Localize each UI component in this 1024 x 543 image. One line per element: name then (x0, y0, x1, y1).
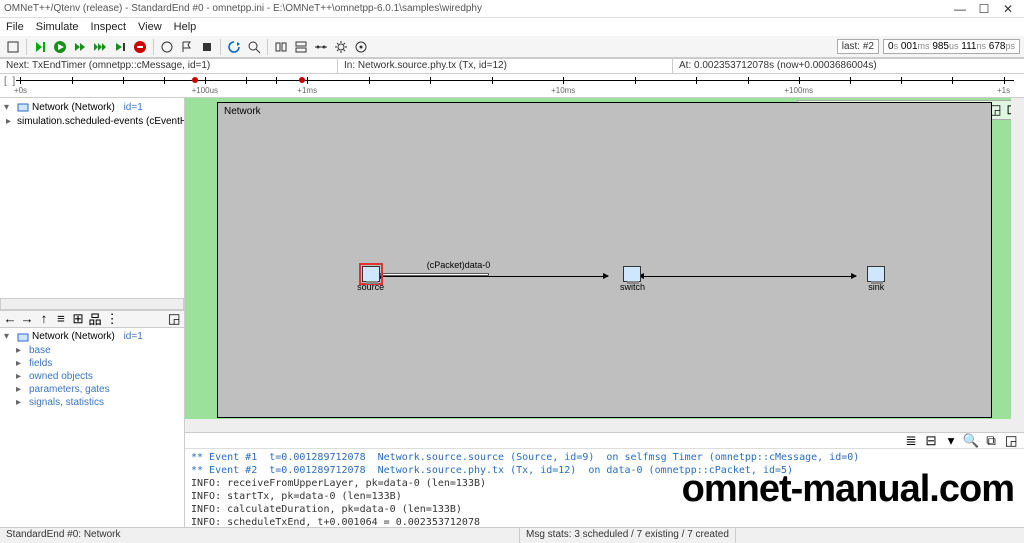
mode4-button[interactable]: ⋮ (104, 311, 120, 327)
tree-row: ▸signals, statistics (2, 396, 182, 409)
menu-file[interactable]: File (6, 21, 24, 33)
timeline-button[interactable] (312, 38, 330, 56)
settings-button[interactable] (332, 38, 350, 56)
run-button[interactable] (51, 38, 69, 56)
step-button[interactable] (31, 38, 49, 56)
scrollbar-h[interactable] (0, 298, 184, 310)
network-title: Network (224, 106, 261, 117)
network-box: Network (cPacket)data-0 source switch si… (217, 102, 992, 418)
inspector-toolbar: ← → ↑ ≡ ⊞ 品 ⋮ ◲ (0, 310, 184, 328)
node-sink[interactable]: sink (867, 266, 885, 292)
tree-row: ▸fields (2, 357, 182, 370)
new-run-button[interactable] (4, 38, 22, 56)
mode1-button[interactable]: ≡ (53, 311, 69, 327)
menu-view[interactable]: View (138, 21, 162, 33)
debug-button[interactable] (158, 38, 176, 56)
link-switch-sink (639, 276, 855, 277)
timeline[interactable]: [ ] +0s+100us+1ms+10ms+100ms+1s (0, 74, 1024, 98)
popout-button[interactable]: ◲ (166, 311, 182, 327)
status-left: StandardEnd #0: Network (0, 528, 520, 543)
tree-row: ▾Network (Network) id=1 (2, 330, 182, 344)
inspector-tree[interactable]: ▾Network (Network) id=1 ▸base ▸fields ▸o… (0, 328, 184, 528)
packet-label: (cPacket)data-0 (427, 260, 491, 270)
tree-row: ▸simulation.scheduled-events (cEventH (2, 114, 182, 128)
at-time: At: 0.002353712078s (now+0.0003686004s) (673, 59, 1024, 73)
status-right: Msg stats: 3 scheduled / 7 existing / 7 … (520, 528, 736, 543)
window-title: OMNeT++/Qtenv (release) - StandardEnd #0… (4, 3, 482, 14)
menu-help[interactable]: Help (174, 21, 197, 33)
maximize-button[interactable]: ☐ (972, 2, 996, 16)
menu-inspect[interactable]: Inspect (91, 21, 126, 33)
mode2-button[interactable]: ⊞ (70, 311, 86, 327)
close-button[interactable]: ✕ (996, 2, 1020, 16)
log-find-button[interactable]: 🔍 (962, 432, 980, 450)
titlebar: OMNeT++/Qtenv (release) - StandardEnd #0… (0, 0, 1024, 18)
animate-button[interactable] (352, 38, 370, 56)
run-until-button[interactable] (111, 38, 129, 56)
find-button[interactable] (245, 38, 263, 56)
in-module: In: Network.source.phy.tx (Tx, id=12) (338, 59, 673, 73)
minimize-button[interactable]: — (948, 2, 972, 16)
packet-indicator (380, 273, 488, 276)
refresh-button[interactable] (225, 38, 243, 56)
status-bar: StandardEnd #0: Network Msg stats: 3 sch… (0, 527, 1024, 543)
canvas-scrollbar-h[interactable] (185, 419, 1011, 432)
info-bar: Next: TxEndTimer (omnetpp::cMessage, id=… (0, 58, 1024, 74)
log-mode1-button[interactable]: ≣ (902, 432, 920, 450)
log-mode2-button[interactable]: ⊟ (922, 432, 940, 450)
flag-button[interactable] (178, 38, 196, 56)
tree-row: ▸parameters, gates (2, 383, 182, 396)
link-source-switch (376, 276, 608, 277)
back-button[interactable]: ← (2, 311, 18, 327)
object-tree[interactable]: ▾Network (Network) id=1 ▸simulation.sche… (0, 98, 184, 298)
canvas-scrollbar-v[interactable] (1011, 98, 1024, 432)
stop-button[interactable] (131, 38, 149, 56)
tree-row: ▾Network (Network) id=1 (2, 100, 182, 114)
log-output[interactable]: ** Event #1 t=0.001289712078 Network.sou… (185, 449, 1024, 527)
node-switch[interactable]: switch (620, 266, 645, 292)
node-source[interactable]: source (357, 266, 384, 292)
up-button[interactable]: ↑ (36, 311, 52, 327)
express-run-button[interactable] (91, 38, 109, 56)
mode3-button[interactable]: 品 (87, 311, 103, 327)
layout-horizontal-button[interactable] (272, 38, 290, 56)
finish-button[interactable] (198, 38, 216, 56)
tree-row: ▸owned objects (2, 370, 182, 383)
tree-row: ▸base (2, 344, 182, 357)
log-popout-button[interactable]: ◲ (1002, 432, 1020, 450)
log-panel: ≣ ⊟ ▾ 🔍 ⧉ ◲ ** Event #1 t=0.001289712078… (185, 432, 1024, 527)
sim-time: 0s 001ms 985us 111ns 678ps (883, 39, 1020, 54)
fwd-button[interactable]: → (19, 311, 35, 327)
next-event: Next: TxEndTimer (omnetpp::cMessage, id=… (0, 59, 338, 73)
event-number: last: #2 (837, 39, 879, 54)
layout-vertical-button[interactable] (292, 38, 310, 56)
log-copy-button[interactable]: ⧉ (982, 432, 1000, 450)
main-toolbar: last: #2 0s 001ms 985us 111ns 678ps (0, 36, 1024, 58)
log-filter-button[interactable]: ▾ (942, 432, 960, 450)
menubar: File Simulate Inspect View Help (0, 18, 1024, 36)
fast-run-button[interactable] (71, 38, 89, 56)
menu-simulate[interactable]: Simulate (36, 21, 79, 33)
network-canvas[interactable]: ← → ↑ ⊞ 🔍 🔎 ≋ ◲ ⊡ Network (185, 98, 1024, 432)
